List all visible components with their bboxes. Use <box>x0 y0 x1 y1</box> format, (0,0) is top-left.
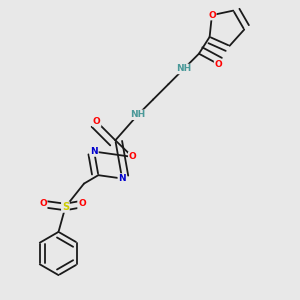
Text: O: O <box>93 117 100 126</box>
Text: NH: NH <box>176 64 191 74</box>
Text: O: O <box>129 152 136 161</box>
Text: NH: NH <box>130 110 146 119</box>
Text: N: N <box>90 147 98 156</box>
Text: S: S <box>62 202 69 212</box>
Text: N: N <box>118 174 126 183</box>
Text: O: O <box>208 11 216 20</box>
Text: O: O <box>39 200 47 208</box>
Text: O: O <box>78 200 86 208</box>
Text: O: O <box>214 60 222 69</box>
